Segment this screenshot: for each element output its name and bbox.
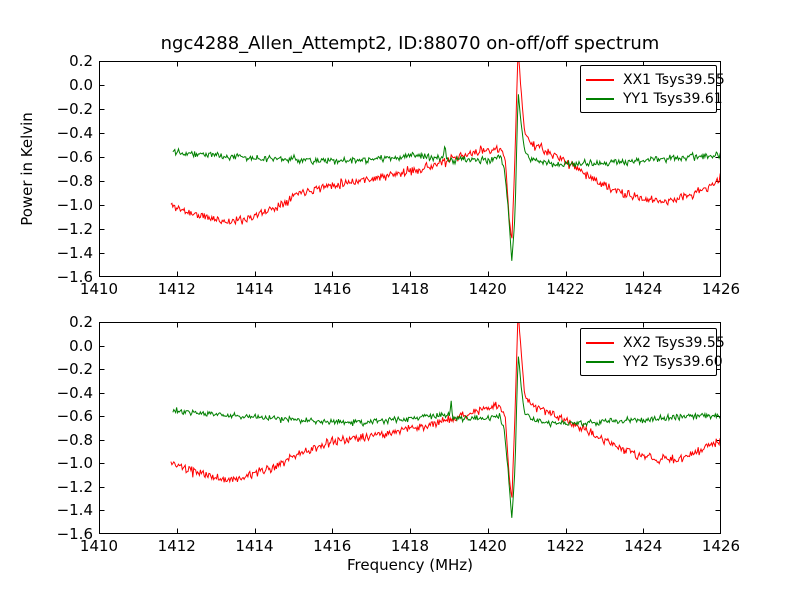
legend-top: XX1 Tsys39.55 YY1 Tsys39.61 <box>580 65 725 113</box>
legend-entry: XX2 Tsys39.55 <box>586 333 725 352</box>
x-tick-label: 1410 <box>79 280 119 298</box>
x-tick-label: 1420 <box>468 537 507 555</box>
y-tick-label: −0.2 <box>56 360 93 379</box>
legend-label: XX2 Tsys39.55 <box>623 334 725 351</box>
y-axis-label: Power in Kelvin <box>18 112 36 226</box>
x-axis-label: Frequency (MHz) <box>346 556 474 574</box>
y-tick-label: −1.2 <box>56 220 93 238</box>
legend-entry: YY1 Tsys39.61 <box>586 89 723 108</box>
y-tick-label: 0.2 <box>69 313 93 331</box>
spectrum-plot-bottom <box>99 322 721 534</box>
x-tick-label: 1424 <box>624 537 663 555</box>
y-tick-label: 0.0 <box>69 336 93 355</box>
y-tick-label: −1.0 <box>56 196 93 214</box>
yy2-line-sample <box>586 360 614 363</box>
legend-bottom: XX2 Tsys39.55 YY2 Tsys39.60 <box>580 328 725 376</box>
y-tick-label: −0.4 <box>56 383 93 402</box>
legend-entry: YY2 Tsys39.60 <box>586 352 723 371</box>
y-tick-label: 0.0 <box>69 76 93 94</box>
legend-entry: XX1 Tsys39.55 <box>586 70 725 89</box>
yy1-line-sample <box>586 97 614 100</box>
y-tick-label: −0.8 <box>56 172 93 190</box>
legend-label: YY1 Tsys39.61 <box>623 90 723 107</box>
xx1-line-sample <box>586 78 614 81</box>
x-tick-label: 1426 <box>701 280 741 298</box>
x-tick-label: 1410 <box>79 537 119 555</box>
x-tick-label: 1412 <box>157 537 196 555</box>
spectrum-plot-top <box>99 61 721 277</box>
xx2-line-sample <box>586 341 614 344</box>
y-tick-label: 0.2 <box>69 52 93 70</box>
x-tick-label: 1414 <box>235 280 274 298</box>
y-tick-label: −0.8 <box>56 430 93 449</box>
y-tick-label: −1.6 <box>56 525 93 543</box>
x-tick-label: 1412 <box>157 280 196 298</box>
y-tick-label: −0.4 <box>56 124 93 142</box>
x-tick-label: 1422 <box>546 280 585 298</box>
y-tick-label: −0.6 <box>56 148 93 166</box>
y-tick-label: −1.4 <box>56 501 93 520</box>
y-tick-label: −0.6 <box>56 407 93 426</box>
legend-label: YY2 Tsys39.60 <box>623 353 723 370</box>
y-tick-label: −1.0 <box>56 454 93 473</box>
legend-label: XX1 Tsys39.55 <box>623 71 725 88</box>
y-tick-label: −1.4 <box>56 244 93 262</box>
y-tick-label: −1.6 <box>56 268 93 286</box>
x-tick-label: 1424 <box>624 280 663 298</box>
x-tick-label: 1418 <box>390 537 430 555</box>
x-tick-label: 1420 <box>468 280 507 298</box>
x-tick-label: 1426 <box>701 537 741 555</box>
x-tick-label: 1418 <box>390 280 430 298</box>
x-tick-label: 1416 <box>313 280 352 298</box>
chart-title: ngc4288_Allen_Attempt2, ID:88070 on-off/… <box>160 33 660 54</box>
y-tick-label: −1.2 <box>56 477 93 496</box>
y-tick-label: −0.2 <box>56 100 93 118</box>
x-tick-label: 1422 <box>546 537 585 555</box>
x-tick-label: 1414 <box>235 537 274 555</box>
x-tick-label: 1416 <box>313 537 352 555</box>
